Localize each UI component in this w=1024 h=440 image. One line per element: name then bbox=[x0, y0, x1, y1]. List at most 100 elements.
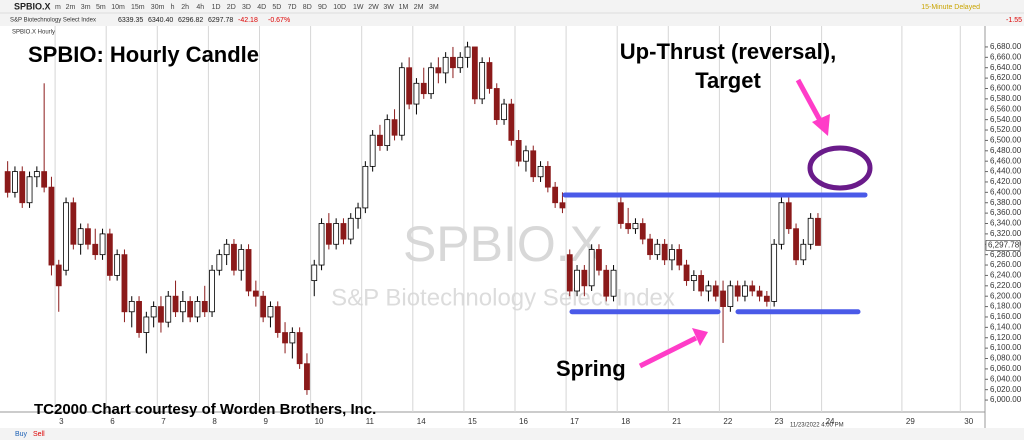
timeframe-button[interactable]: 10D bbox=[333, 4, 346, 11]
timeframe-button[interactable]: 4D bbox=[257, 4, 266, 11]
candle-body bbox=[508, 103, 515, 141]
candle-body bbox=[33, 171, 40, 178]
candle-body bbox=[683, 264, 690, 282]
candle-body bbox=[690, 275, 697, 282]
candle-body bbox=[318, 223, 325, 266]
y-tick-label: 6,640.00 bbox=[990, 63, 1022, 72]
y-tick-label: 6,400.00 bbox=[990, 187, 1022, 196]
timeframe-button[interactable]: 3D bbox=[242, 4, 251, 11]
y-tick-label: 6,080.00 bbox=[990, 354, 1022, 363]
candle-body bbox=[216, 254, 223, 271]
x-tick-label: 6 bbox=[110, 417, 115, 426]
timeframe-button[interactable]: 1D bbox=[212, 4, 221, 11]
candle-body bbox=[406, 67, 413, 105]
candle-body bbox=[800, 243, 807, 261]
timeframe-button[interactable]: 1M bbox=[399, 4, 409, 11]
timeframe-button[interactable]: 9D bbox=[318, 4, 327, 11]
timeframe-button[interactable]: h bbox=[171, 4, 175, 11]
x-tick-label: 22 bbox=[723, 417, 732, 426]
candle-body bbox=[92, 243, 99, 256]
x-tick-label: 11 bbox=[366, 417, 375, 426]
candle-body bbox=[172, 295, 179, 313]
candle-body bbox=[610, 269, 617, 297]
candle-body bbox=[647, 238, 653, 256]
quote-value: 6297.78 bbox=[208, 17, 233, 24]
candle-body bbox=[304, 363, 310, 391]
candle-body bbox=[493, 88, 500, 121]
timeframe-button[interactable]: 2D bbox=[227, 4, 236, 11]
candle-body bbox=[369, 134, 376, 167]
candle-body bbox=[807, 217, 814, 245]
candle-body bbox=[274, 306, 281, 333]
y-tick-label: 6,540.00 bbox=[990, 115, 1022, 124]
candle-body bbox=[201, 300, 208, 313]
timeframe-button[interactable]: 5D bbox=[272, 4, 281, 11]
candle-body bbox=[727, 285, 734, 307]
timeframe-button[interactable]: 10m bbox=[111, 4, 125, 11]
timeframe-button[interactable]: 3M bbox=[429, 4, 439, 11]
y-tick-label: 6,200.00 bbox=[990, 291, 1022, 300]
timeframe-button[interactable]: 3W bbox=[383, 4, 394, 11]
candle-body bbox=[114, 254, 121, 276]
timeframe-button[interactable]: 15m bbox=[131, 4, 145, 11]
timeframe-button[interactable]: 30m bbox=[151, 4, 165, 11]
y-tick-label: 6,520.00 bbox=[990, 125, 1022, 134]
timeframe-button[interactable]: 3m bbox=[81, 4, 91, 11]
y-tick-label: 6,480.00 bbox=[990, 146, 1022, 155]
timeframe-button[interactable]: 2m bbox=[66, 4, 76, 11]
timeframe-button[interactable]: 7D bbox=[288, 4, 297, 11]
sell-button[interactable]: Sell bbox=[33, 431, 45, 438]
timeframe-button[interactable]: 4h bbox=[196, 4, 204, 11]
candle-body bbox=[464, 46, 471, 58]
timeframe-button[interactable]: 5m bbox=[96, 4, 106, 11]
x-tick-label: 21 bbox=[672, 417, 681, 426]
y-tick-label: 6,180.00 bbox=[990, 302, 1022, 311]
chart-title: SPBIO: Hourly Candle bbox=[28, 42, 259, 67]
candle-body bbox=[252, 290, 259, 297]
timeframe-button[interactable]: 1W bbox=[353, 4, 364, 11]
annotation: Up-Thrust (reversal), bbox=[620, 39, 836, 64]
status-bar bbox=[0, 428, 1024, 440]
candle-body bbox=[333, 223, 340, 245]
candle-body bbox=[742, 285, 748, 297]
y-tick-label: 6,560.00 bbox=[990, 104, 1022, 113]
x-tick-label: 15 bbox=[468, 417, 477, 426]
candle-body bbox=[209, 269, 215, 313]
candle-body bbox=[143, 316, 150, 333]
candle-body bbox=[26, 176, 33, 204]
x-tick-label: 8 bbox=[212, 417, 217, 426]
timeframe-button[interactable]: m bbox=[55, 4, 61, 11]
timeframe-button[interactable]: 8D bbox=[303, 4, 312, 11]
candle-body bbox=[457, 56, 464, 69]
watermark-name: S&P Biotechnology Select Index bbox=[331, 284, 675, 311]
timeframe-button[interactable]: 2W bbox=[368, 4, 379, 11]
candle-body bbox=[121, 254, 128, 313]
candle-body bbox=[245, 249, 252, 292]
candle-body bbox=[566, 254, 573, 292]
symbol[interactable]: SPBIO.X bbox=[14, 1, 51, 11]
y-tick-label: 6,140.00 bbox=[990, 322, 1022, 331]
candle-body bbox=[815, 217, 821, 246]
y-tick-label: 6,380.00 bbox=[990, 198, 1022, 207]
candle-body bbox=[450, 56, 456, 69]
candle-body bbox=[632, 223, 639, 230]
timeframe-button[interactable]: 2M bbox=[414, 4, 424, 11]
candle-body bbox=[136, 300, 142, 333]
candle-body bbox=[41, 171, 48, 188]
candle-body bbox=[559, 202, 566, 209]
y-tick-label: 6,320.00 bbox=[990, 229, 1022, 238]
candle-body bbox=[282, 332, 288, 344]
candle-body bbox=[705, 285, 712, 292]
quote-value: -0.67% bbox=[268, 17, 290, 24]
candle-body bbox=[698, 275, 705, 292]
last-price-label: 6,297.78 bbox=[988, 241, 1020, 250]
candle-body bbox=[77, 228, 84, 245]
arrow bbox=[638, 335, 698, 369]
buy-button[interactable]: Buy bbox=[15, 431, 28, 438]
candle-body bbox=[771, 243, 778, 302]
candle-body bbox=[187, 300, 194, 318]
timeframe-button[interactable]: 2h bbox=[181, 4, 189, 11]
y-tick-label: 6,680.00 bbox=[990, 42, 1022, 51]
y-tick-label: 6,100.00 bbox=[990, 343, 1022, 352]
